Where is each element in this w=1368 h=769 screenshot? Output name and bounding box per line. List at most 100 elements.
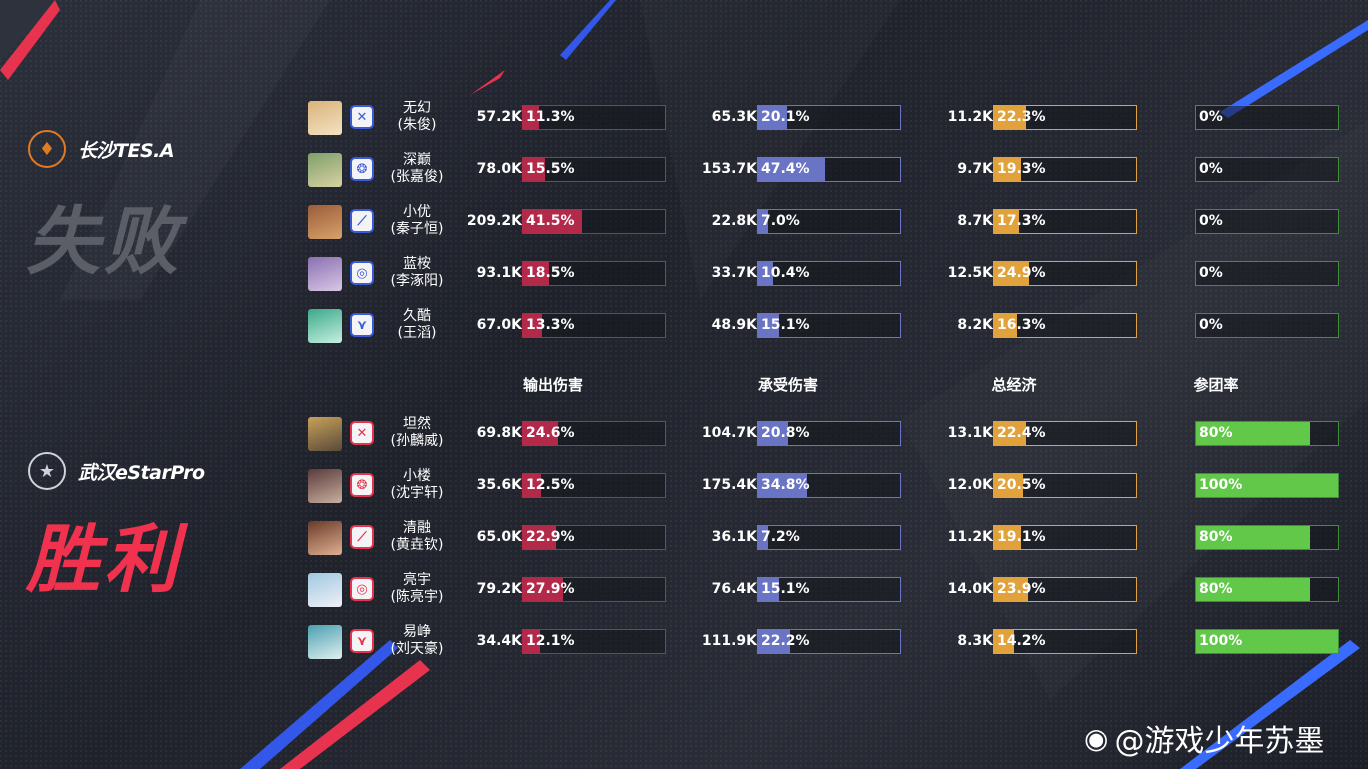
- participation-percent: 80%: [1199, 425, 1233, 441]
- taken-percent: 7.0%: [761, 213, 800, 229]
- taken-percent: 22.2%: [761, 633, 810, 649]
- dmg-bar: 12.5%: [522, 473, 666, 498]
- jungle-role-icon: ✕: [350, 105, 374, 129]
- player-row: ⟋ 小优 (秦子恒) 209.2K 41.5% 22.8K 7.0% 8.7K 17.3% 0%: [0, 204, 1368, 244]
- participation-bar: 0%: [1195, 105, 1339, 130]
- dmg-value: 57.2K: [476, 109, 522, 125]
- taken-bar: 15.1%: [757, 577, 901, 602]
- farm-lane-role-icon: ⋎: [350, 313, 374, 337]
- roam-role-icon: ❂: [350, 157, 374, 181]
- dmg-value: 93.1K: [476, 265, 522, 281]
- participation-percent: 80%: [1199, 581, 1233, 597]
- gold-value: 8.3K: [957, 633, 993, 649]
- participation-bar-fill: [1196, 474, 1338, 497]
- player-row: ✕ 坦然 (孙麟威) 69.8K 24.6% 104.7K 20.8% 13.1K 22.4% 8…: [0, 416, 1368, 456]
- dmg-value: 65.0K: [476, 529, 522, 545]
- gold-percent: 23.9%: [997, 581, 1046, 597]
- team-bottom: ★ 武汉eStarPro: [28, 452, 205, 490]
- dmg-bar: 12.1%: [522, 629, 666, 654]
- hero-avatar: [308, 309, 342, 343]
- taken-value: 76.4K: [711, 581, 757, 597]
- participation-bar: 100%: [1195, 473, 1339, 498]
- player-real-name: (刘天豪): [390, 641, 444, 657]
- team-bottom-result: 胜利: [26, 517, 182, 603]
- participation-percent: 0%: [1199, 317, 1223, 333]
- participation-bar: 0%: [1195, 157, 1339, 182]
- gold-bar: 16.3%: [993, 313, 1137, 338]
- dmg-bar: 18.5%: [522, 261, 666, 286]
- participation-percent: 0%: [1199, 265, 1223, 281]
- gold-bar-fill: [994, 106, 1026, 129]
- taken-bar: 20.8%: [757, 421, 901, 446]
- gold-bar: 20.5%: [993, 473, 1137, 498]
- taken-percent: 10.4%: [761, 265, 810, 281]
- team-top: ♦ 长沙TES.A: [28, 130, 175, 168]
- participation-percent: 0%: [1199, 161, 1223, 177]
- participation-bar: 80%: [1195, 577, 1339, 602]
- taken-bar-fill: [758, 158, 826, 181]
- player-real-name: (孙麟威): [390, 433, 444, 449]
- player-name: 清融: [403, 520, 431, 536]
- estar-logo-icon: ★: [28, 452, 66, 490]
- player-name: 深巅: [403, 152, 431, 168]
- taken-bar-fill: [758, 422, 788, 445]
- hero-avatar: [308, 625, 342, 659]
- dmg-bar: 11.3%: [522, 105, 666, 130]
- participation-bar: 80%: [1195, 525, 1339, 550]
- dmg-bar-fill: [523, 422, 558, 445]
- dmg-percent: 12.1%: [526, 633, 575, 649]
- gold-value: 13.1K: [947, 425, 993, 441]
- dmg-value: 78.0K: [476, 161, 522, 177]
- hero-avatar: [308, 153, 342, 187]
- gold-percent: 14.2%: [997, 633, 1046, 649]
- dmg-percent: 41.5%: [526, 213, 575, 229]
- gold-value: 11.2K: [947, 109, 993, 125]
- player-real-name: (黄垚钦): [390, 537, 444, 553]
- taken-value: 104.7K: [701, 425, 757, 441]
- dmg-value: 67.0K: [476, 317, 522, 333]
- gold-percent: 24.9%: [997, 265, 1046, 281]
- taken-bar-fill: [758, 578, 780, 601]
- gold-bar: 24.9%: [993, 261, 1137, 286]
- taken-percent: 20.1%: [761, 109, 810, 125]
- tes-logo-icon: ♦: [28, 130, 66, 168]
- taken-percent: 20.8%: [761, 425, 810, 441]
- mid-role-icon: ◎: [350, 577, 374, 601]
- dmg-bar: 27.9%: [522, 577, 666, 602]
- taken-value: 22.8K: [711, 213, 757, 229]
- dmg-value: 34.4K: [476, 633, 522, 649]
- gold-value: 8.2K: [957, 317, 993, 333]
- clash-lane-role-icon: ⟋: [350, 209, 374, 233]
- clash-lane-role-icon: ⟋: [350, 525, 374, 549]
- gold-percent: 22.3%: [997, 109, 1046, 125]
- gold-bar-fill: [994, 158, 1022, 181]
- header-participation: 参团率: [1193, 376, 1239, 394]
- participation-bar: 80%: [1195, 421, 1339, 446]
- player-real-name: (王滔): [397, 325, 437, 341]
- dmg-bar: 41.5%: [522, 209, 666, 234]
- dmg-bar-fill: [523, 106, 540, 129]
- participation-percent: 80%: [1199, 529, 1233, 545]
- player-row: ❂ 小楼 (沈宇轩) 35.6K 12.5% 175.4K 34.8% 12.0K 20.5% 1…: [0, 468, 1368, 508]
- gold-percent: 20.5%: [997, 477, 1046, 493]
- dmg-bar-fill: [523, 210, 582, 233]
- participation-bar-fill: [1196, 526, 1310, 549]
- participation-bar-fill: [1196, 578, 1310, 601]
- gold-value: 9.7K: [957, 161, 993, 177]
- participation-bar: 100%: [1195, 629, 1339, 654]
- player-real-name: (张嘉俊): [390, 169, 444, 185]
- taken-value: 111.9K: [701, 633, 757, 649]
- gold-bar: 14.2%: [993, 629, 1137, 654]
- player-row: ◎ 亮宇 (陈亮宇) 79.2K 27.9% 76.4K 15.1% 14.0K 23.9% 80…: [0, 572, 1368, 612]
- taken-bar-fill: [758, 262, 773, 285]
- participation-bar: 0%: [1195, 261, 1339, 286]
- player-name: 易峥: [403, 624, 431, 640]
- gold-bar-fill: [994, 210, 1019, 233]
- taken-bar-fill: [758, 210, 768, 233]
- hero-avatar: [308, 521, 342, 555]
- taken-bar-fill: [758, 526, 769, 549]
- team-top-name: 长沙TES.A: [78, 139, 175, 162]
- player-name: 小优: [403, 204, 431, 220]
- gold-bar-fill: [994, 526, 1022, 549]
- participation-percent: 0%: [1199, 213, 1223, 229]
